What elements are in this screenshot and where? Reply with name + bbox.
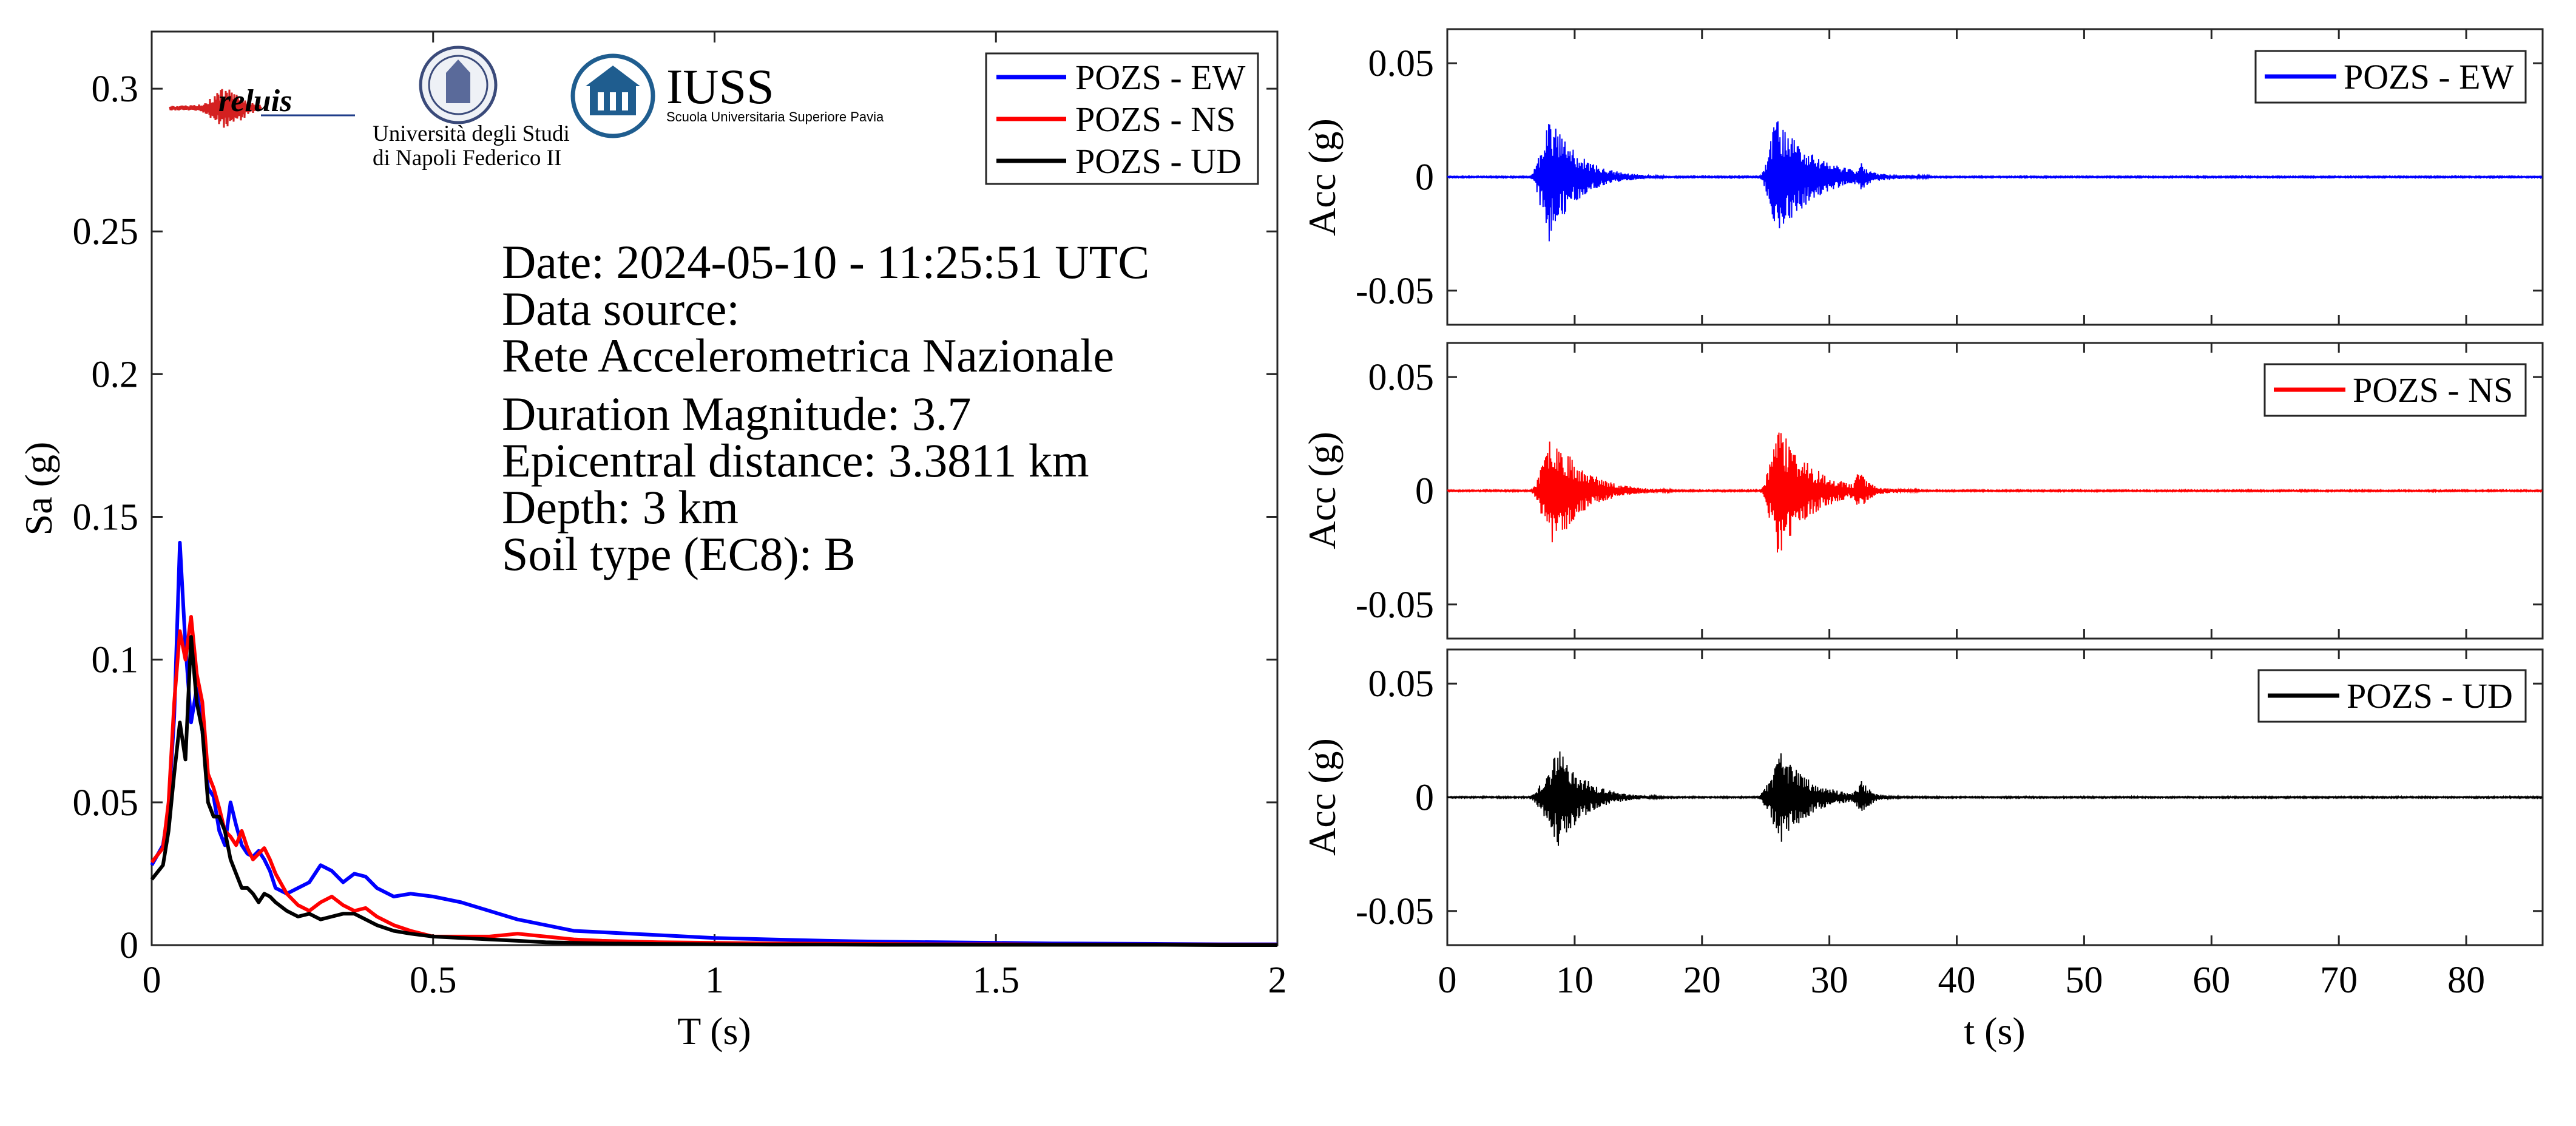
spectra-y-tick-label: 0.2: [92, 354, 139, 395]
acc-x-tick-label: 80: [2447, 960, 2485, 1001]
spectra-x-tick-label: 2: [1268, 960, 1287, 1001]
acc-ud-legend: POZS - UD: [2257, 669, 2527, 723]
acc-ud-y-tick-label: 0.05: [1368, 663, 1435, 705]
spectra-x-axis-title: T (s): [677, 1009, 751, 1053]
spectra-x-tick-label: 0: [143, 960, 161, 1001]
acc-ns-y-tick-label: -0.05: [1356, 585, 1434, 626]
spectra-y-tick-label: 0.05: [73, 782, 139, 824]
acc-ew-y-tick-label: 0.05: [1368, 43, 1435, 84]
acc-ns-legend-label: POZS - NS: [2353, 370, 2513, 410]
acc-ns-legend-box: [2263, 363, 2527, 417]
spectra-x-tick-label: 0.5: [410, 960, 457, 1001]
spectra-y-tick-label: 0.3: [92, 69, 139, 110]
acc-x-tick-label: 30: [1811, 960, 1848, 1001]
acc-ud-y-tick-label: -0.05: [1356, 891, 1434, 932]
info-data-source: Rete Accelerometrica Nazionale: [502, 329, 1114, 382]
spectra-y-tick-label: 0.25: [73, 211, 139, 253]
unina-name-line1: Università degli Studi: [373, 121, 570, 146]
acc-ns-y-tick-label: 0.05: [1368, 357, 1435, 398]
info-magnitude: Duration Magnitude: 3.7: [502, 387, 971, 440]
acc-x-tick-label: 10: [1556, 960, 1594, 1001]
acc-ew-legend: POZS - EW: [2254, 50, 2527, 104]
spectra-series-line-ew: [150, 540, 1277, 946]
unina-name-line2: di Napoli Federico II: [373, 146, 561, 171]
acc-x-tick-label: 40: [1938, 960, 1976, 1001]
acc-x-tick-label: 0: [1438, 960, 1457, 1001]
spectra-chart: 0 0.5 1 1.5 2 0 0.05 0.1 0.15 0.2 0.25 0.3 T (s) Sa…: [17, 30, 1287, 1053]
spectra-y-axis-title: Sa (g): [17, 442, 60, 536]
reluis-logo: reluis: [169, 84, 355, 128]
acc-ns-legend: POZS - NS: [2263, 363, 2527, 417]
acc-ud-y-tick-label: 0: [1415, 778, 1434, 819]
info-depth: Depth: 3 km: [502, 481, 739, 534]
acc-x-axis-title: t (s): [1964, 1009, 2025, 1053]
spectra-y-tick-label: 0: [120, 925, 138, 966]
spectra-legend-label-ud: POZS - UD: [1075, 141, 1242, 181]
spectra-x-tick-label: 1: [705, 960, 724, 1001]
acc-ew-legend-label: POZS - EW: [2344, 57, 2514, 97]
iuss-logo: IUSS Scuola Universitaria Superiore Pavi…: [570, 53, 884, 138]
acc-ew-y-tick-label: 0: [1415, 157, 1434, 198]
spectra-lines: [150, 540, 1277, 947]
iuss-subtitle: Scuola Universitaria Superiore Pavia: [666, 109, 884, 124]
acc-ew-y-axis-title: Acc (g): [1300, 118, 1344, 236]
spectra-series-line-ns: [150, 615, 1277, 947]
acc-ns-chart: -0.05 0 0.05 Acc (g) POZS - NS: [1300, 342, 2544, 640]
acc-ew-ticks: -0.05 0 0.05: [1356, 29, 2543, 325]
acc-ew-trace: [1447, 121, 2543, 242]
event-info: Date: 2024-05-10 - 11:25:51 UTC Data sou…: [502, 236, 1149, 580]
spectra-y-tick-label: 0.1: [92, 640, 139, 681]
info-date: Date: 2024-05-10 - 11:25:51 UTC: [502, 236, 1149, 288]
spectra-legend: POZS - EW POZS - NS POZS - UD: [985, 52, 1259, 185]
acc-x-tick-label: 50: [2065, 960, 2103, 1001]
acc-x-tick-label: 70: [2320, 960, 2358, 1001]
acc-ew-chart: -0.05 0 0.05 Acc (g) POZS - EW: [1300, 28, 2544, 326]
spectra-ticks: 0 0.5 1 1.5 2 0 0.05 0.1 0.15 0.2 0.25 0.3: [73, 32, 1287, 1001]
info-epicentral-distance: Epicentral distance: 3.3811 km: [502, 434, 1089, 487]
reluis-wave-path: [169, 89, 262, 128]
acc-ns-trace: [1447, 432, 2543, 553]
reluis-wordmark: reluis: [218, 84, 292, 118]
iuss-name: IUSS: [666, 59, 774, 114]
spectra-series-line-ud: [150, 635, 1277, 947]
info-data-source-label: Data source:: [502, 282, 740, 335]
reluis-seismogram-icon: [169, 89, 355, 128]
acc-ns-y-tick-label: 0: [1415, 471, 1434, 512]
unina-logo: Università degli Studi di Napoli Federic…: [373, 46, 570, 171]
spectra-x-tick-label: 1.5: [973, 960, 1020, 1001]
acc-ud-y-axis-title: Acc (g): [1300, 738, 1344, 856]
spectra-legend-label-ns: POZS - NS: [1075, 100, 1236, 139]
acc-x-tick-label: 20: [1683, 960, 1721, 1001]
acc-x-tick-label: 60: [2192, 960, 2230, 1001]
acc-ns-ticks: -0.05 0 0.05: [1356, 343, 2543, 639]
acc-ns-y-axis-title: Acc (g): [1300, 432, 1344, 549]
acc-ew-y-tick-label: -0.05: [1356, 271, 1434, 312]
acc-ud-trace: [1447, 751, 2543, 846]
spectra-y-tick-label: 0.15: [73, 497, 139, 538]
spectra-legend-label-ew: POZS - EW: [1075, 58, 1246, 97]
acc-ud-legend-label: POZS - UD: [2347, 676, 2513, 716]
info-soil-type: Soil type (EC8): B: [502, 527, 856, 580]
